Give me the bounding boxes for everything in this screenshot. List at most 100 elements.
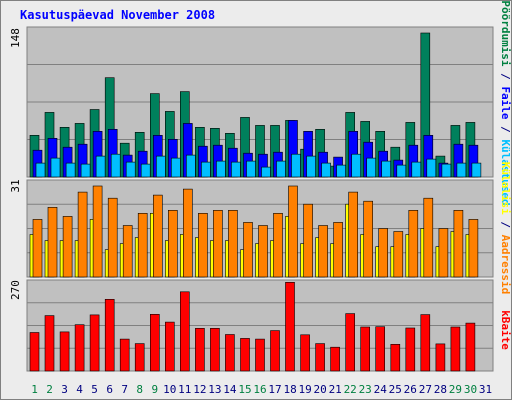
x-tick-label-day-3: 3 (61, 383, 68, 396)
bar-top-Külastused-day-19 (306, 155, 316, 178)
bar-middle-Aadressid-day-21 (333, 222, 343, 278)
bar-top-Külastused-day-21 (336, 164, 346, 178)
bar-top-Külastused-day-16 (261, 166, 271, 178)
bar-top-Külastused-day-10 (171, 157, 181, 178)
bar-middle-Aadressid-day-22 (348, 191, 359, 278)
bar-top-Külastused-day-26 (411, 161, 422, 178)
bar-top-Külastused-day-25 (396, 164, 407, 178)
x-tick-label-day-7: 7 (121, 383, 128, 396)
bar-top-Külastused-day-29 (456, 162, 467, 178)
x-tick-label-day-22: 22 (344, 383, 357, 396)
bar-middle-Aadressid-day-25 (393, 231, 404, 278)
bar-middle-Aadressid-day-6 (107, 197, 118, 278)
bar-bottom-kBaite-day-9 (150, 313, 160, 372)
x-tick-label-day-2: 2 (46, 383, 53, 396)
bar-top-Külastused-day-6 (110, 153, 121, 178)
x-tick-label-day-21: 21 (329, 383, 342, 396)
x-tick-label-day-5: 5 (91, 383, 98, 396)
x-tick-label-day-20: 20 (313, 383, 326, 396)
y-tick-label-bottom: 270 (9, 280, 22, 300)
bar-bottom-kBaite-day-2 (44, 315, 55, 372)
y-tick-label-top: 148 (9, 28, 22, 48)
x-tick-label-day-28: 28 (434, 383, 447, 396)
bar-top-Külastused-day-9 (156, 155, 166, 178)
bar-middle-Aadressid-day-4 (77, 191, 88, 278)
bar-bottom-kBaite-day-26 (405, 327, 416, 372)
bar-middle-Aadressid-day-7 (122, 225, 133, 278)
bar-top-Külastused-day-13 (216, 160, 226, 178)
x-tick-label-day-15: 15 (238, 383, 251, 396)
x-tick-label-day-17: 17 (268, 383, 281, 396)
bar-bottom-kBaite-day-25 (390, 343, 401, 372)
bar-middle-Aadressid-day-14 (228, 210, 238, 278)
bar-middle-Aadressid-day-18 (288, 185, 298, 278)
bar-middle-Aadressid-day-20 (318, 225, 328, 278)
bar-top-Külastused-day-24 (381, 160, 392, 178)
x-tick-label-day-9: 9 (151, 383, 158, 396)
bar-bottom-kBaite-day-17 (270, 330, 280, 372)
x-tick-label-day-8: 8 (136, 383, 143, 396)
axis-label-part-0: Külalisi (499, 162, 512, 215)
bar-bottom-kBaite-day-5 (89, 314, 100, 372)
bar-middle-Aadressid-day-9 (153, 194, 163, 278)
axis-label-part-1: / (499, 67, 512, 87)
x-tick-label-day-23: 23 (359, 383, 372, 396)
bar-bottom-kBaite-day-12 (195, 327, 205, 372)
x-tick-label-day-14: 14 (223, 383, 237, 396)
axis-label-part-0: Pöördumisi (499, 0, 512, 67)
panel-top (26, 26, 494, 178)
x-tick-label-day-26: 26 (404, 383, 417, 396)
axis-label-part-0: kBaite (499, 310, 512, 350)
axis-label-part-4: Külastused (499, 139, 512, 205)
bar-middle-Aadressid-day-16 (258, 225, 268, 278)
bar-bottom-kBaite-day-18 (285, 281, 295, 372)
bar-bottom-kBaite-day-13 (210, 327, 220, 372)
bar-middle-Aadressid-day-5 (92, 185, 103, 278)
axis-label-part-2: Aadressid (499, 235, 512, 295)
x-axis-labels: 1 2 3 4 5 6 7 8 9 10 11 12 13 14 15 16 17 18 19 20 21 22 23 24 2… (31, 383, 492, 396)
axis-label-part-1: / (499, 215, 512, 235)
bar-middle-Aadressid-day-8 (137, 213, 148, 278)
x-tick-label-day-25: 25 (389, 383, 402, 396)
x-tick-label-day-10: 10 (163, 383, 176, 396)
bar-middle-Aadressid-day-28 (438, 228, 449, 278)
bar-middle-Aadressid-day-19 (303, 203, 313, 278)
bar-bottom-kBaite-day-23 (360, 326, 371, 372)
bar-top-Külastused-day-12 (201, 161, 211, 178)
x-tick-label-day-24: 24 (374, 383, 388, 396)
bar-middle-Aadressid-day-24 (378, 228, 389, 278)
bar-bottom-kBaite-day-21 (330, 346, 340, 372)
bar-bottom-kBaite-day-1 (29, 332, 40, 372)
bar-top-Külastused-day-27 (426, 158, 437, 178)
x-tick-label-day-16: 16 (253, 383, 266, 396)
bar-top-Külastused-day-22 (351, 153, 362, 178)
bar-middle-Aadressid-day-2 (47, 207, 58, 278)
bar-top-Külastused-day-20 (321, 162, 331, 178)
bar-middle-Aadressid-day-23 (363, 200, 374, 278)
chart-title: Kasutuspäevad November 2008 (20, 8, 215, 22)
bar-middle-Aadressid-day-26 (408, 210, 419, 278)
x-tick-label-day-1: 1 (31, 383, 38, 396)
bar-bottom-kBaite-day-6 (104, 298, 115, 372)
bar-top-Külastused-day-5 (95, 155, 106, 178)
x-tick-label-day-27: 27 (419, 383, 432, 396)
bar-top-Külastused-day-17 (276, 160, 286, 178)
bar-top-Külastused-day-14 (231, 161, 241, 178)
bar-top-Külastused-day-2 (50, 157, 61, 178)
x-tick-label-day-4: 4 (76, 383, 83, 396)
bar-bottom-kBaite-day-20 (315, 343, 325, 372)
bar-bottom-kBaite-day-28 (435, 343, 446, 372)
x-tick-label-day-12: 12 (193, 383, 206, 396)
bar-bottom-kBaite-day-19 (300, 334, 310, 372)
x-tick-label-day-18: 18 (283, 383, 296, 396)
bar-top-Külastused-day-8 (140, 163, 151, 178)
axis-label-top: Pöördumisi / Faile / Külastused (499, 0, 512, 205)
x-tick-label-day-13: 13 (208, 383, 221, 396)
bar-bottom-kBaite-day-14 (225, 334, 235, 372)
y-tick-label-middle: 31 (9, 179, 22, 192)
bar-top-Külastused-day-28 (441, 163, 452, 178)
bar-middle-Aadressid-day-13 (213, 210, 223, 278)
bar-top-Külastused-day-1 (35, 162, 46, 178)
bar-top-Külastused-day-23 (366, 157, 377, 178)
